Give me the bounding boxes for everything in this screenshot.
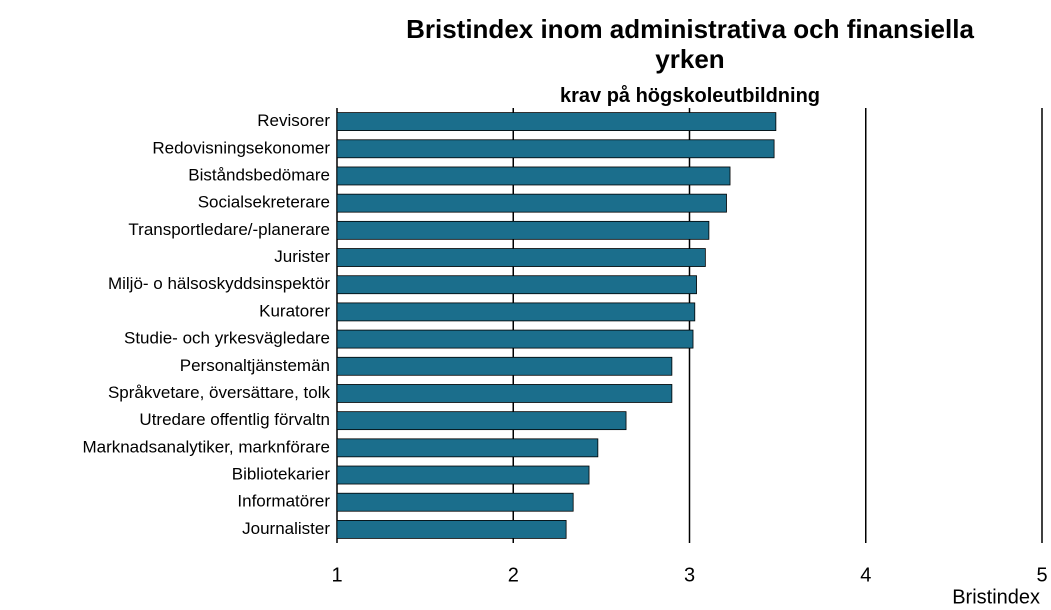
bar: [336, 492, 574, 512]
y-tick-label: Socialsekreterare: [198, 193, 330, 212]
x-axis-label: Bristindex: [952, 586, 1040, 608]
bar: [336, 356, 673, 376]
y-tick-label: Journalister: [242, 519, 330, 538]
y-tick-label: Miljö- o hälsoskyddsinspektör: [108, 274, 330, 293]
y-tick-label: Biståndsbedömare: [188, 165, 330, 184]
y-tick-label: Bibliotekarier: [232, 465, 331, 484]
x-tick-label: 5: [1036, 564, 1047, 586]
y-tick-label: Språkvetare, översättare, tolk: [108, 383, 331, 402]
y-tick-label: Redovisningsekonomer: [152, 138, 330, 157]
y-tick-label: Transportledare/-planerare: [128, 220, 330, 239]
y-tick-label: Studie- och yrkesvägledare: [124, 329, 330, 348]
bar: [336, 193, 727, 213]
y-tick-label: Jurister: [274, 247, 330, 266]
bar: [336, 384, 673, 403]
x-tick-label: 2: [508, 564, 519, 586]
bar: [336, 248, 706, 267]
x-tick-label: 3: [684, 564, 695, 586]
bar: [336, 139, 775, 159]
y-tick-label: Kuratorer: [259, 301, 330, 320]
bar: [336, 520, 567, 539]
bar: [336, 302, 696, 322]
bar: [336, 166, 731, 186]
bar: [336, 275, 697, 295]
x-tick-label: 4: [860, 564, 871, 586]
y-tick-label: Personaltjänstemän: [180, 356, 330, 375]
chart-subtitle: krav på högskoleutbildning: [559, 85, 821, 107]
bar: [336, 438, 599, 458]
y-tick-label: Utredare offentlig förvaltn: [139, 410, 330, 429]
bar: [336, 220, 710, 240]
x-tick-label: 1: [331, 564, 342, 586]
y-tick-label: Revisorer: [257, 111, 330, 130]
bar: [336, 329, 694, 349]
bar: [336, 465, 590, 485]
chart-title: Bristindex inom administrativa och finan…: [406, 14, 974, 74]
y-tick-label: Marknadsanalytiker, marknförare: [82, 437, 330, 456]
y-tick-label: Informatörer: [237, 492, 330, 511]
bar: [336, 112, 777, 131]
bar: [336, 411, 627, 431]
